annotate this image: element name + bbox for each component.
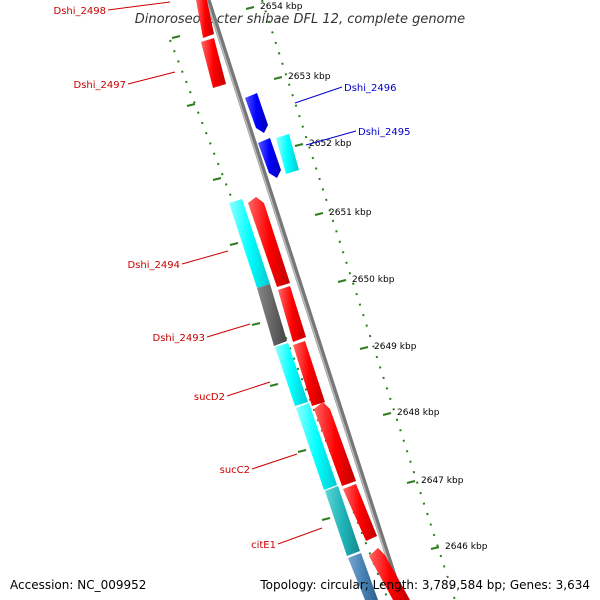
tick-mark (273, 76, 283, 80)
tick-label: 2650 kbp (352, 275, 395, 285)
gene-cyan-2652[interactable] (276, 134, 299, 174)
gene-label[interactable]: citE1 (251, 540, 276, 551)
tick-label: 2648 kbp (397, 408, 440, 418)
gene-label[interactable]: sucC2 (220, 465, 250, 476)
tick-mark (245, 6, 255, 10)
tick-label: 2653 kbp (288, 72, 331, 82)
gene-steel-2646[interactable] (348, 553, 378, 600)
genome-backbone (205, 0, 405, 600)
tick-label: 2651 kbp (329, 208, 372, 218)
gene-leader-line (181, 250, 229, 265)
gene-leader-line (277, 527, 323, 545)
gene-red-2648[interactable] (314, 402, 356, 486)
gene-leader-line (206, 323, 251, 338)
gene-red-2647[interactable] (343, 484, 377, 541)
gene-label[interactable]: sucD2 (194, 392, 225, 403)
tick-mark (321, 517, 331, 521)
gene-Dshi_2495[interactable] (258, 138, 281, 178)
gene-leader-line (251, 453, 298, 470)
gene-sucD2[interactable] (275, 343, 308, 406)
tick-mark (297, 449, 307, 453)
gene-labels: Dshi_2498 Dshi_2497 Dshi_2496 Dshi_2495 Dshi… (54, 1, 410, 551)
tick-label: 2647 kbp (421, 476, 464, 486)
gene-Dshi_2493[interactable] (257, 284, 287, 346)
tick-label: 2654 kbp (260, 2, 303, 12)
tick-mark (430, 546, 440, 550)
gene-red-2650[interactable] (278, 286, 306, 342)
gene-label[interactable]: Dshi_2493 (153, 333, 205, 344)
genome-summary: Topology: circular; Length: 3,789,584 bp… (260, 578, 590, 592)
gene-leader-line (107, 1, 171, 11)
tick-mark (251, 322, 261, 326)
gene-Dshi_2494[interactable] (229, 199, 270, 288)
tick-mark (269, 383, 279, 387)
inner-tick-ring (169, 39, 389, 600)
tick-mark (314, 212, 324, 216)
tick-mark (186, 103, 196, 107)
gene-label[interactable]: Dshi_2497 (74, 80, 126, 91)
gene-citE1[interactable] (325, 486, 360, 556)
tick-mark (382, 412, 392, 416)
tick-mark (212, 177, 222, 181)
tick-mark (229, 242, 239, 246)
tick-mark (294, 143, 304, 147)
tick-labels: 2654 kbp 2653 kbp 2652 kbp 2651 kbp 2650 kbp… (245, 2, 488, 552)
cds-features (229, 199, 378, 600)
gene-label[interactable]: Dshi_2494 (128, 260, 180, 271)
tick-mark (337, 279, 347, 283)
gene-label[interactable]: Dshi_2498 (54, 6, 106, 17)
gene-label[interactable]: Dshi_2495 (358, 127, 410, 138)
gene-Dshi_2498[interactable] (196, 0, 214, 38)
tick-label: 2652 kbp (309, 139, 352, 149)
gene-Dshi_2497[interactable] (201, 38, 226, 88)
gene-red-2649[interactable] (293, 341, 325, 406)
accession-label: Accession: NC_009952 (10, 578, 147, 592)
tick-mark (406, 480, 416, 484)
gene-leader-line (294, 86, 343, 104)
gene-leader-line (226, 381, 271, 397)
tick-label: 2649 kbp (374, 342, 417, 352)
gene-sucC2[interactable] (296, 403, 337, 490)
tick-mark (171, 35, 181, 39)
tick-mark (359, 346, 369, 350)
gene-red-2651[interactable] (248, 197, 290, 287)
gene-label[interactable]: Dshi_2496 (344, 83, 396, 94)
forward-strand-features (196, 0, 410, 600)
tick-label: 2646 kbp (445, 542, 488, 552)
gene-leader-line (305, 130, 357, 146)
tick-ring (169, 0, 456, 600)
gene-leader-line (127, 71, 176, 85)
map-title: Dinoroseobacter shibae DFL 12, complete … (135, 12, 465, 27)
gene-Dshi_2496[interactable] (245, 93, 268, 133)
gene-red-2646[interactable] (369, 548, 410, 600)
reverse-strand-features (245, 93, 299, 178)
